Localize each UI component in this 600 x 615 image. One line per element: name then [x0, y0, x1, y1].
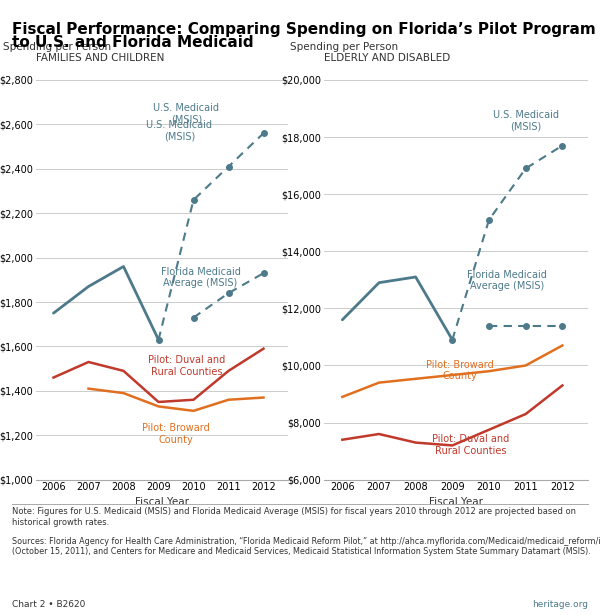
Text: Pilot: Broward
County: Pilot: Broward County [142, 423, 210, 445]
Text: U.S. Medicaid
(MSIS): U.S. Medicaid (MSIS) [493, 109, 559, 132]
X-axis label: Fiscal Year: Fiscal Year [429, 497, 483, 507]
Text: FAMILIES AND CHILDREN: FAMILIES AND CHILDREN [36, 52, 164, 63]
Text: Note: Figures for U.S. Medicaid (MSIS) and Florida Medicaid Average (MSIS) for f: Note: Figures for U.S. Medicaid (MSIS) a… [12, 507, 576, 527]
Text: U.S. Medicaid
(MSIS): U.S. Medicaid (MSIS) [146, 120, 212, 141]
Text: Florida Medicaid
Average (MSIS): Florida Medicaid Average (MSIS) [467, 269, 547, 292]
Text: Pilot: Duval and
Rural Counties: Pilot: Duval and Rural Counties [432, 434, 509, 456]
Text: heritage.org: heritage.org [532, 600, 588, 609]
Text: to U.S. and Florida Medicaid: to U.S. and Florida Medicaid [12, 35, 254, 50]
Text: Spending per Person: Spending per Person [3, 42, 112, 52]
Text: Florida Medicaid
Average (MSIS): Florida Medicaid Average (MSIS) [161, 266, 241, 288]
Text: Chart 2 • B2620: Chart 2 • B2620 [12, 600, 85, 609]
Text: Fiscal Performance: Comparing Spending on Florida’s Pilot Program: Fiscal Performance: Comparing Spending o… [12, 22, 596, 36]
Text: Sources: Florida Agency for Health Care Administration, “Florida Medicaid Reform: Sources: Florida Agency for Health Care … [12, 537, 600, 557]
Text: ELDERLY AND DISABLED: ELDERLY AND DISABLED [324, 52, 450, 63]
Text: Spending per Person: Spending per Person [290, 42, 398, 52]
Text: Pilot: Duval and
Rural Counties: Pilot: Duval and Rural Counties [148, 355, 225, 377]
Text: Pilot: Broward
County: Pilot: Broward County [426, 360, 494, 381]
X-axis label: Fiscal Year: Fiscal Year [135, 497, 189, 507]
Text: U.S. Medicaid
(MSIS): U.S. Medicaid (MSIS) [154, 103, 220, 124]
